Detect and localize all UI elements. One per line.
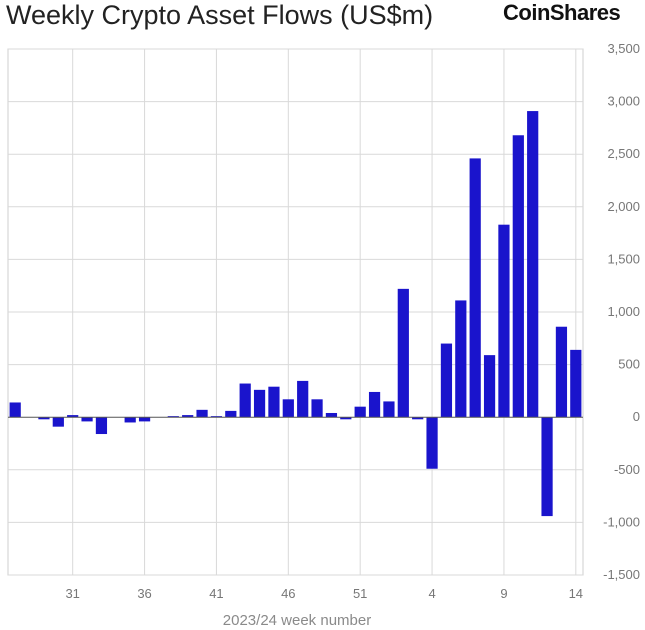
y-tick-label: 1,500 bbox=[607, 251, 640, 266]
bar-week-32 bbox=[81, 417, 93, 422]
x-tick-label: 31 bbox=[65, 586, 79, 601]
bar-week-10 bbox=[512, 135, 524, 418]
bar-week-50 bbox=[340, 417, 352, 420]
bar-week-42 bbox=[225, 410, 237, 418]
bar-week-31 bbox=[67, 415, 79, 418]
bar-week-36 bbox=[138, 417, 151, 422]
grid-layer bbox=[7, 48, 584, 576]
bar-week-13 bbox=[555, 326, 568, 418]
bar-week-30 bbox=[52, 417, 64, 427]
y-tick-label: 3,000 bbox=[607, 94, 640, 109]
x-tick-label: 4 bbox=[428, 586, 435, 601]
bar-week-2 bbox=[397, 288, 409, 418]
bar-week-41 bbox=[210, 416, 223, 418]
bar-week-33 bbox=[95, 417, 108, 435]
y-tick-label: 2,500 bbox=[607, 146, 640, 161]
y-tick-label: 3,500 bbox=[607, 41, 640, 56]
x-tick-label: 9 bbox=[500, 586, 507, 601]
bar-week-44 bbox=[253, 389, 266, 418]
bar-week-47 bbox=[297, 380, 309, 418]
bar-week-4 bbox=[426, 417, 438, 469]
y-tick-label: 500 bbox=[618, 357, 640, 372]
chart-title: Weekly Crypto Asset Flows (US$m) bbox=[6, 0, 434, 30]
bar-week-51 bbox=[354, 406, 366, 418]
bar-week-29 bbox=[38, 417, 50, 420]
bar-week-39 bbox=[182, 415, 194, 418]
y-tick-label: -500 bbox=[614, 462, 640, 477]
x-tick-label: 41 bbox=[209, 586, 223, 601]
bar-week-9 bbox=[498, 224, 510, 418]
bar-week-46 bbox=[282, 399, 294, 418]
bar-week-12 bbox=[541, 417, 553, 517]
y-tick-label: 0 bbox=[633, 409, 640, 424]
bar-layer bbox=[9, 111, 582, 517]
x-axis-label: 2023/24 week number bbox=[223, 612, 371, 629]
bar-week-5 bbox=[440, 343, 453, 418]
bar-week-35 bbox=[124, 417, 136, 423]
bar-week-48 bbox=[311, 399, 323, 418]
bar-week-3 bbox=[412, 417, 424, 420]
x-tick-label: 36 bbox=[137, 586, 151, 601]
bar-week-8 bbox=[483, 355, 496, 418]
bar-week-27 bbox=[9, 402, 21, 418]
bar-week-14 bbox=[570, 349, 582, 418]
bar-week-38 bbox=[167, 416, 179, 418]
x-tick-label: 46 bbox=[281, 586, 295, 601]
axis-layer: 3,500 3,000 2,500 2,000 1,500 1,000 500 0 -500 -1… bbox=[8, 41, 640, 601]
x-tick-label: 14 bbox=[569, 586, 583, 601]
y-tick-label: 2,000 bbox=[607, 199, 640, 214]
bar-week-45 bbox=[268, 386, 280, 418]
coinshares-logo: CoinShares bbox=[503, 0, 621, 25]
bar-week-1 bbox=[383, 401, 395, 418]
bar-week-6 bbox=[455, 300, 467, 418]
bar-week-49 bbox=[325, 412, 338, 418]
y-tick-label: 1,000 bbox=[607, 304, 640, 319]
y-tick-label: -1,500 bbox=[603, 567, 640, 582]
bar-week-43 bbox=[239, 383, 251, 418]
x-tick-label: 51 bbox=[353, 586, 367, 601]
bar-week-7 bbox=[469, 158, 481, 418]
y-tick-label: -1,000 bbox=[603, 514, 640, 529]
bar-week-52 bbox=[368, 391, 381, 418]
bar-week-11 bbox=[527, 111, 539, 418]
bar-week-40 bbox=[196, 409, 208, 418]
